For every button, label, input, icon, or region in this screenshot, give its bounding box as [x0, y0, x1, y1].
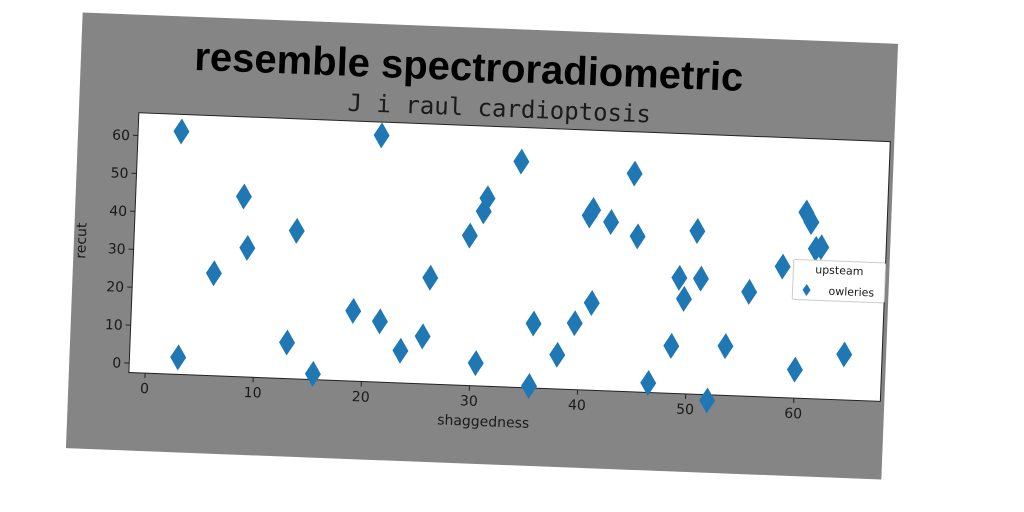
data-point: [205, 260, 222, 287]
data-point: [345, 297, 362, 324]
data-point: [549, 341, 566, 368]
data-point: [371, 308, 388, 335]
data-point: [640, 370, 657, 396]
x-tick-label: 20: [352, 389, 370, 406]
y-tick-label: 60: [112, 128, 130, 145]
data-point: [671, 264, 688, 291]
x-tick-label: 40: [568, 397, 586, 414]
series-owleries: [170, 118, 853, 414]
legend-marker: [802, 283, 811, 296]
data-point: [461, 222, 478, 249]
data-point: [786, 356, 803, 383]
x-tick-label: 50: [676, 402, 694, 419]
data-point: [479, 185, 496, 212]
data-point: [239, 234, 256, 261]
data-point: [626, 160, 643, 187]
x-tick-label: 30: [460, 393, 478, 410]
data-point: [689, 218, 706, 245]
data-point: [692, 265, 709, 292]
legend-box: [791, 259, 887, 304]
x-tick-label: 0: [140, 381, 150, 397]
data-point: [414, 323, 431, 350]
data-point: [566, 310, 583, 337]
data-point: [521, 373, 537, 400]
data-point: [173, 118, 190, 145]
data-point: [235, 183, 252, 210]
data-point: [288, 217, 305, 244]
data-point: [304, 360, 321, 387]
data-point: [798, 199, 815, 226]
y-tick-label: 40: [109, 203, 127, 220]
data-point: [373, 122, 390, 149]
data-point: [170, 344, 187, 371]
data-point: [422, 264, 439, 291]
legend-entry: owleries: [828, 285, 874, 300]
data-point: [585, 196, 602, 223]
x-tick-label: 10: [243, 385, 261, 402]
data-point: [699, 387, 716, 414]
data-point: [717, 333, 734, 360]
data-point: [603, 209, 620, 236]
data-point: [803, 209, 820, 236]
data-point: [392, 337, 409, 364]
data-point: [675, 285, 692, 312]
legend-title: upsteam: [815, 263, 864, 278]
data-point: [467, 350, 484, 377]
y-tick-label: 10: [105, 317, 123, 334]
plot-area: [128, 112, 891, 402]
data-point: [836, 341, 853, 368]
x-axis-label: shaggedness: [437, 412, 530, 432]
data-point: [513, 148, 530, 175]
data-point: [629, 223, 646, 250]
y-tick-label: 30: [107, 241, 125, 258]
y-tick-label: 0: [112, 355, 122, 371]
data-point: [583, 289, 600, 316]
data-point: [663, 332, 680, 359]
y-tick-label: 50: [110, 165, 128, 182]
y-axis-label: recut: [73, 222, 90, 259]
y-tick-label: 20: [106, 279, 124, 296]
data-point: [279, 329, 296, 356]
data-point: [774, 253, 791, 280]
data-point: [525, 310, 542, 337]
data-point: [813, 234, 830, 261]
x-tick-label: 60: [784, 406, 802, 423]
data-point: [741, 278, 758, 305]
